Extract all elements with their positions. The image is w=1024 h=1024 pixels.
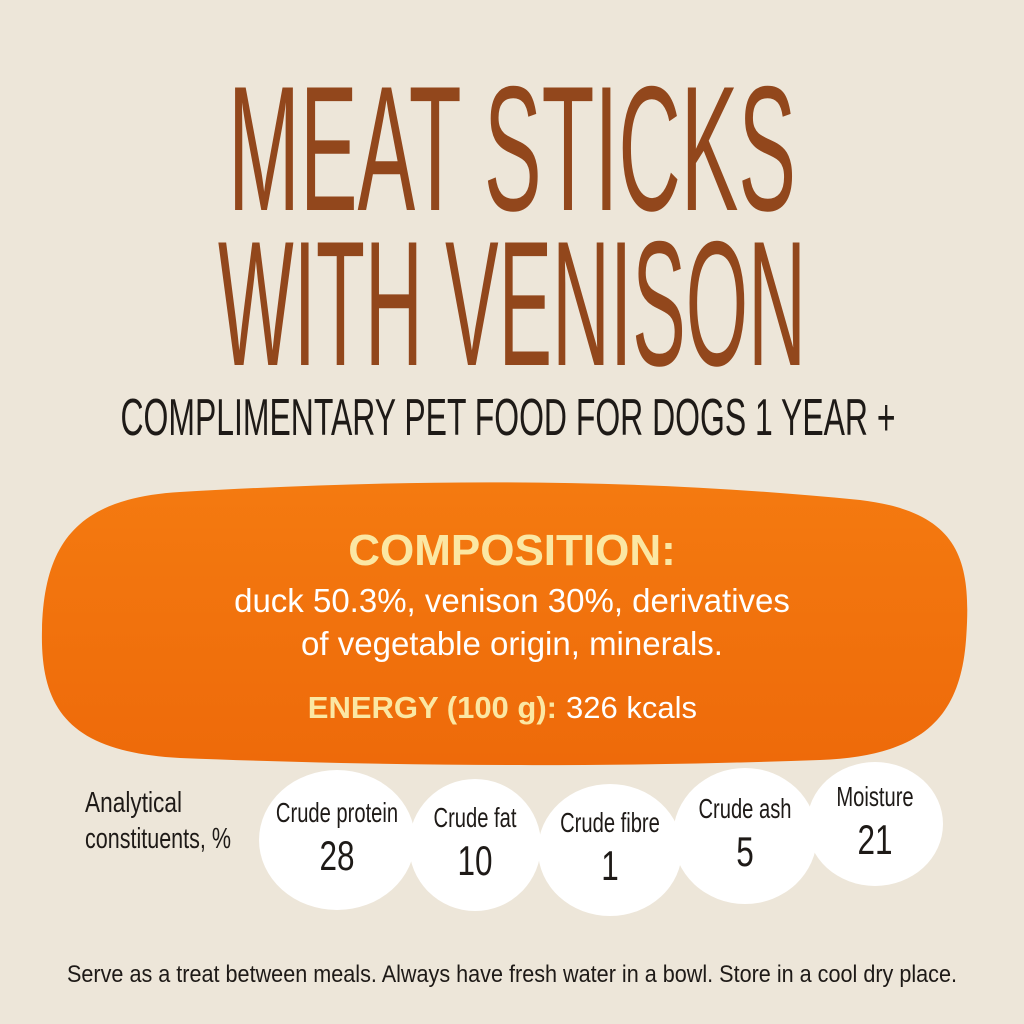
constituent-badge bbox=[673, 768, 817, 904]
footer-note: Serve as a treat between meals. Always h… bbox=[67, 961, 957, 988]
subtitle: COMPLIMENTARY PET FOOD FOR DOGS 1 YEAR + bbox=[121, 389, 896, 447]
constituent-value: 1 bbox=[601, 842, 619, 889]
composition-line: of vegetable origin, minerals. bbox=[301, 625, 723, 662]
composition-heading: COMPOSITION: bbox=[348, 526, 676, 575]
constituent-value: 5 bbox=[736, 828, 754, 875]
constituent-badge bbox=[538, 784, 682, 916]
constituent-badge bbox=[409, 779, 541, 911]
constituent-name: Crude fat bbox=[434, 802, 517, 833]
title-line: WITH VENISON bbox=[218, 204, 806, 403]
title-line: MEAT STICKS bbox=[228, 49, 796, 248]
constituent-name: Crude fibre bbox=[560, 807, 660, 838]
constituent-name: Moisture bbox=[836, 781, 913, 812]
constituent-name: Crude protein bbox=[276, 797, 398, 828]
constituent-badge bbox=[259, 770, 415, 910]
constituent-value: 28 bbox=[319, 832, 354, 879]
energy-label: ENERGY (100 g): bbox=[308, 690, 557, 725]
constituent-value: 10 bbox=[457, 837, 492, 884]
constituent-badge bbox=[807, 762, 943, 886]
composition-line: duck 50.3%, venison 30%, derivatives bbox=[234, 582, 790, 619]
constituents: Crude protein 28 Crude fat 10 Crude fibre 1 Cr… bbox=[259, 762, 943, 916]
analytical-label: Analytical bbox=[85, 787, 182, 819]
energy-value: 326 kcals bbox=[566, 690, 697, 725]
constituent-name: Crude ash bbox=[698, 793, 791, 824]
analytical-label: constituents, % bbox=[85, 823, 231, 855]
composition-panel bbox=[41, 482, 968, 766]
constituent-value: 21 bbox=[857, 816, 892, 863]
